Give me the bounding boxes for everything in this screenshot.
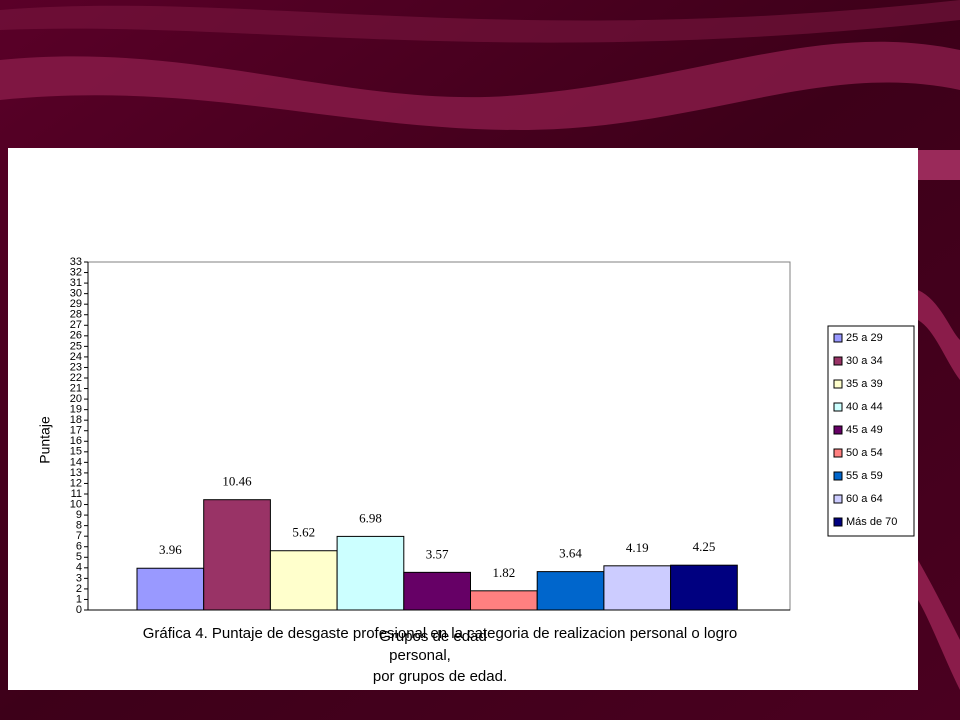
y-tick-label: 28 <box>70 309 82 321</box>
legend-swatch <box>833 333 843 343</box>
value-label: 10.46 <box>222 474 252 489</box>
wave <box>0 41 960 130</box>
y-tick-label: 27 <box>70 319 82 331</box>
x-axis-label: Grupos de edad <box>379 628 487 645</box>
legend-swatch <box>833 494 843 504</box>
legend-label: Más de 70 <box>846 516 897 528</box>
value-label: 4.19 <box>626 540 649 555</box>
legend-swatch <box>833 425 843 435</box>
y-tick-label: 23 <box>70 361 82 373</box>
legend-swatch <box>833 379 843 389</box>
y-tick-label: 1 <box>76 593 82 605</box>
y-axis-label: Puntaje <box>37 416 53 464</box>
value-label: 5.62 <box>292 525 315 540</box>
y-tick-label: 17 <box>70 425 82 437</box>
y-tick-label: 9 <box>76 509 82 521</box>
y-tick-label: 4 <box>76 562 82 574</box>
bar <box>470 590 538 611</box>
title-line: por grupos de edad. <box>373 668 507 685</box>
legend-label: 30 a 34 <box>846 355 883 367</box>
y-tick-label: 3 <box>76 572 82 584</box>
bar <box>670 564 738 611</box>
legend-swatch <box>833 517 843 527</box>
wave <box>0 0 960 43</box>
y-tick-label: 19 <box>70 404 82 416</box>
y-tick-label: 26 <box>70 330 82 342</box>
y-tick-label: 33 <box>70 256 82 268</box>
y-tick-label: 30 <box>70 288 82 300</box>
y-tick-label: 21 <box>70 382 82 394</box>
y-tick-label: 14 <box>70 456 82 468</box>
value-label: 3.64 <box>559 546 582 561</box>
legend-swatch <box>833 402 843 412</box>
legend-label: 40 a 44 <box>846 401 883 413</box>
value-label: 3.57 <box>426 546 449 561</box>
wave <box>918 290 960 380</box>
y-tick-label: 7 <box>76 530 82 542</box>
bar <box>536 571 605 611</box>
legend-label: 55 a 59 <box>846 470 883 482</box>
y-tick-label: 10 <box>70 498 82 510</box>
legend-label: 50 a 54 <box>846 447 883 459</box>
bar <box>403 571 471 611</box>
bar <box>603 565 672 611</box>
y-tick-label: 31 <box>70 277 82 289</box>
wave <box>918 560 960 690</box>
legend-swatch <box>833 471 843 481</box>
wave <box>918 150 960 180</box>
y-tick-label: 25 <box>70 340 82 352</box>
y-tick-label: 22 <box>70 372 82 384</box>
y-tick-label: 13 <box>70 467 82 479</box>
y-tick-label: 16 <box>70 435 82 447</box>
legend-swatch <box>833 448 843 458</box>
bar <box>203 499 271 611</box>
legend-label: 35 a 39 <box>846 378 883 390</box>
value-label: 6.98 <box>359 510 382 525</box>
legend-label: 25 a 29 <box>846 332 883 344</box>
y-tick-label: 32 <box>70 266 82 278</box>
value-label: 4.25 <box>693 539 716 554</box>
bar <box>269 550 338 611</box>
y-tick-label: 29 <box>70 298 82 310</box>
y-tick-label: 20 <box>70 393 82 405</box>
title-line: personal, <box>389 647 451 664</box>
y-tick-label: 6 <box>76 541 82 553</box>
y-tick-label: 5 <box>76 551 82 563</box>
value-label: 3.96 <box>159 542 182 557</box>
legend-swatch <box>833 356 843 366</box>
y-tick-label: 15 <box>70 446 82 458</box>
y-tick-label: 2 <box>76 583 82 595</box>
y-tick-label: 0 <box>76 604 82 616</box>
y-tick-label: 24 <box>70 351 82 363</box>
y-tick-label: 12 <box>70 477 82 489</box>
y-tick-label: 8 <box>76 520 82 532</box>
legend-label: 45 a 49 <box>846 424 883 436</box>
legend-label: 60 a 64 <box>846 493 883 505</box>
y-tick-label: 11 <box>71 488 82 500</box>
title-line: Gráfica 4. Puntaje de desgaste profesion… <box>143 625 738 642</box>
value-label: 1.82 <box>492 565 515 580</box>
y-tick-label: 18 <box>70 414 82 426</box>
bar <box>336 535 405 611</box>
bar <box>136 567 205 611</box>
